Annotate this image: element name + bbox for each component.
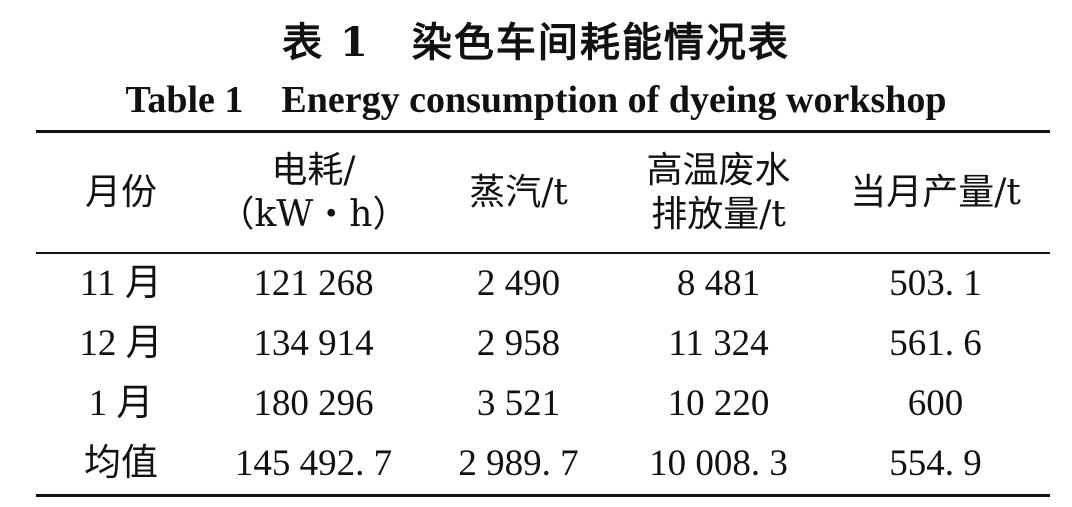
cell-wastewater: 10 008. 3 xyxy=(649,443,788,484)
header-electricity-line-2: （kW・h） xyxy=(218,193,409,235)
cell-steam: 2 958 xyxy=(476,323,561,364)
header-wastewater-line-1: 高温废水 xyxy=(646,149,791,191)
cell-electricity: 121 268 xyxy=(253,263,374,304)
table-row-average: 均值 145 492. 7 2 989. 7 10 008. 3 554. 9 xyxy=(36,434,1050,494)
cell-monthly-output: 561. 6 xyxy=(889,323,982,364)
header-rule xyxy=(36,252,1050,254)
cell-steam: 2 490 xyxy=(476,263,561,304)
cell-wastewater: 8 481 xyxy=(676,263,761,304)
cell-steam: 3 521 xyxy=(476,383,561,424)
header-monthly-output: 当月产量/t xyxy=(821,133,1050,252)
header-electricity-line-1: 电耗/ xyxy=(271,149,356,191)
header-row: 月份 电耗/ （kW・h） 蒸汽/t 高温废水 排放量/t 当月产量/t xyxy=(36,133,1050,252)
cell-electricity: 180 296 xyxy=(253,383,374,424)
header-month: 月份 xyxy=(36,133,206,252)
header-steam: 蒸汽/t xyxy=(421,133,616,252)
header-steam-line-1: 蒸汽/t xyxy=(469,171,568,213)
cell-wastewater: 11 324 xyxy=(668,323,769,364)
header-month-line-1: 月份 xyxy=(84,171,157,213)
header-wastewater: 高温废水 排放量/t xyxy=(616,133,821,252)
table-title-english: Table 1 Energy consumption of dyeing wor… xyxy=(125,79,947,121)
table-row: 12 月 134 914 2 958 11 324 561. 6 xyxy=(36,314,1050,374)
header-monthly-output-line-1: 当月产量/t xyxy=(850,171,1021,213)
header-wastewater-line-2: 排放量/t xyxy=(651,193,786,235)
bottom-rule xyxy=(36,494,1050,497)
table-row: 11 月 121 268 2 490 8 481 503. 1 xyxy=(36,254,1050,314)
cell-monthly-output: 600 xyxy=(907,383,964,424)
cell-steam: 2 989. 7 xyxy=(458,443,579,484)
cell-month: 12 月 xyxy=(79,323,163,364)
cell-electricity: 134 914 xyxy=(253,323,374,364)
cell-month: 1 月 xyxy=(88,383,154,424)
cell-month: 均值 xyxy=(84,443,158,484)
cell-electricity: 145 492. 7 xyxy=(234,443,393,484)
table-row: 1 月 180 296 3 521 10 220 600 xyxy=(36,374,1050,434)
cell-month: 11 月 xyxy=(80,263,162,304)
cell-wastewater: 10 220 xyxy=(667,383,770,424)
energy-consumption-table: 月份 电耗/ （kW・h） 蒸汽/t 高温废水 排放量/t 当月产量/t 11 … xyxy=(36,133,1050,494)
top-rule xyxy=(36,130,1050,133)
cell-monthly-output: 503. 1 xyxy=(889,263,982,304)
header-electricity: 电耗/ （kW・h） xyxy=(206,133,421,252)
table-title-chinese: 表 1 染色车间耗能情况表 xyxy=(282,19,790,66)
cell-monthly-output: 554. 9 xyxy=(889,443,982,484)
